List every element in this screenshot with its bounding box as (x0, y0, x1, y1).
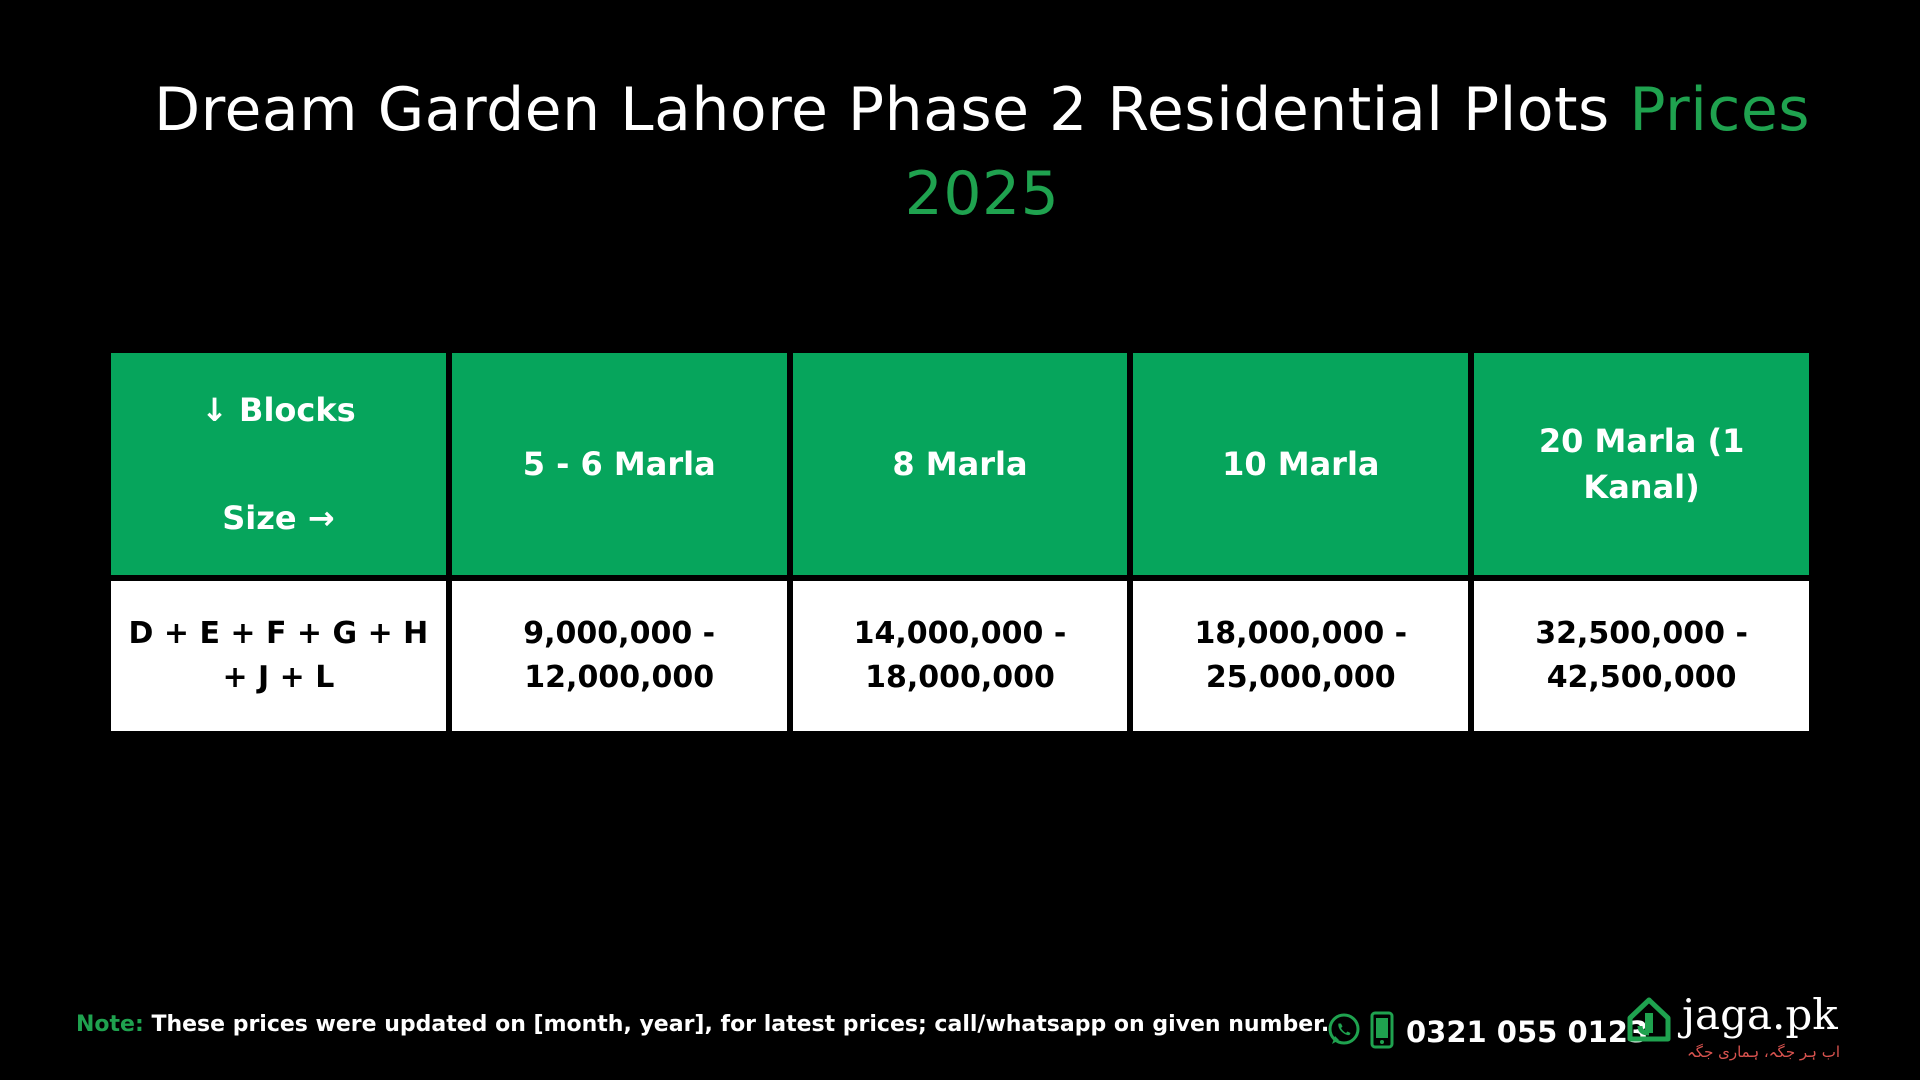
price-cell: 32,500,000 - 42,500,000 (1474, 581, 1809, 731)
size-axis-label: Size → (222, 499, 335, 537)
price-cell: 14,000,000 - 18,000,000 (792, 581, 1128, 731)
size-header-cell: 8 Marla (792, 353, 1128, 575)
mobile-phone-icon (1370, 1011, 1394, 1053)
price-cell: 9,000,000 - 12,000,000 (451, 581, 787, 731)
contact-info: 0321 055 0123 (1326, 1010, 1648, 1054)
table-header-row: ↓ Blocks Size → 5 - 6 Marla 8 Marla 10 M… (111, 353, 1809, 575)
size-header-cell: 10 Marla (1133, 353, 1469, 575)
title-main: Dream Garden Lahore Phase 2 Residential … (153, 75, 1610, 145)
blocks-cell: D + E + F + G + H + J + L (111, 581, 446, 731)
price-cell: 18,000,000 - 25,000,000 (1133, 581, 1469, 731)
phone-number: 0321 055 0123 (1406, 1015, 1649, 1049)
whatsapp-icon (1326, 1012, 1362, 1052)
blocks-axis-label: ↓ Blocks (201, 391, 356, 429)
price-table: ↓ Blocks Size → 5 - 6 Marla 8 Marla 10 M… (105, 347, 1815, 737)
size-header-cell: 5 - 6 Marla (451, 353, 787, 575)
brand-logo: jaga.pk اب ہر جگہ، ہماری جگہ (1626, 990, 1846, 1070)
footer-note: Note: These prices were updated on [mont… (76, 1012, 1329, 1037)
brand-tagline: اب ہر جگہ، ہماری جگہ (1687, 1043, 1840, 1061)
note-label: Note: (76, 1012, 144, 1037)
brand-name: jaga.pk (1682, 990, 1838, 1039)
corner-header-cell: ↓ Blocks Size → (111, 353, 446, 575)
size-header-cell: 20 Marla (1 Kanal) (1474, 353, 1809, 575)
house-icon (1626, 996, 1672, 1046)
page-title: Dream Garden Lahore Phase 2 Residential … (120, 68, 1844, 236)
title-accent: Prices 2025 (904, 75, 1811, 229)
table-row: D + E + F + G + H + J + L 9,000,000 - 12… (111, 581, 1809, 731)
note-text: These prices were updated on [month, yea… (151, 1012, 1330, 1037)
